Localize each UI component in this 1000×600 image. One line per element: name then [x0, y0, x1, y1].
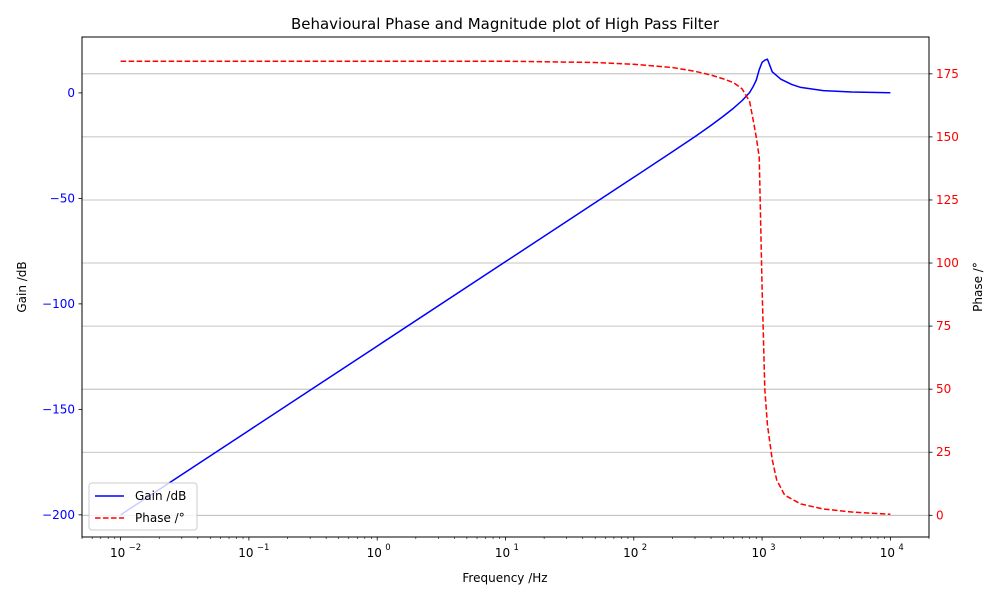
- x-tick-label: 10: [110, 546, 125, 560]
- y-left-tick-label: −150: [42, 402, 75, 416]
- legend-label: Gain /dB: [135, 489, 186, 503]
- y-right-tick-label: 150: [936, 130, 959, 144]
- y-axis-left-label: Gain /dB: [15, 261, 29, 312]
- y-right-tick-label: 175: [936, 67, 959, 81]
- x-axis-label: Frequency /Hz: [462, 571, 547, 585]
- y-axis-right: 0 25 50 75 100 125 150 175: [929, 67, 959, 522]
- y-left-tick-label: −200: [42, 508, 75, 522]
- x-tick-exponent: −2: [129, 543, 142, 553]
- y-right-tick-label: 50: [936, 382, 951, 396]
- x-tick-exponent: 0: [385, 543, 390, 553]
- y-right-tick-label: 0: [936, 508, 944, 522]
- y-left-tick-label: 0: [67, 86, 75, 100]
- x-tick-exponent: −1: [257, 543, 270, 553]
- y-right-tick-label: 25: [936, 445, 951, 459]
- series: [120, 58, 891, 516]
- x-axis: 10 −2 10 −1 10 0 10 1 10 2 10 3 10 4: [81, 537, 930, 560]
- series-line-phase: [120, 60, 891, 516]
- y-right-tick-label: 100: [936, 256, 959, 270]
- x-tick-label: 10: [495, 546, 510, 560]
- x-tick-label: 10: [623, 546, 638, 560]
- legend-label: Phase /°: [135, 511, 185, 525]
- x-tick-exponent: 3: [770, 543, 775, 553]
- y-axis-right-label: Phase /°: [971, 262, 985, 312]
- x-tick-exponent: 2: [642, 543, 647, 553]
- grid: [82, 73, 929, 516]
- y-left-tick-label: −50: [50, 191, 75, 205]
- chart-title: Behavioural Phase and Magnitude plot of …: [291, 15, 720, 33]
- y-axis-left: 0 −50 −100 −150 −200: [42, 86, 82, 522]
- series-line-gain: [120, 58, 891, 516]
- y-right-tick-label: 75: [936, 319, 951, 333]
- x-tick-label: 10: [751, 546, 766, 560]
- y-right-tick-label: 125: [936, 193, 959, 207]
- x-tick-label: 10: [880, 546, 895, 560]
- x-tick-exponent: 1: [514, 543, 519, 553]
- legend: Gain /dB Phase /°: [88, 482, 198, 531]
- x-tick-exponent: 4: [898, 543, 903, 553]
- y-left-tick-label: −100: [42, 297, 75, 311]
- x-tick-label: 10: [367, 546, 382, 560]
- x-tick-label: 10: [238, 546, 253, 560]
